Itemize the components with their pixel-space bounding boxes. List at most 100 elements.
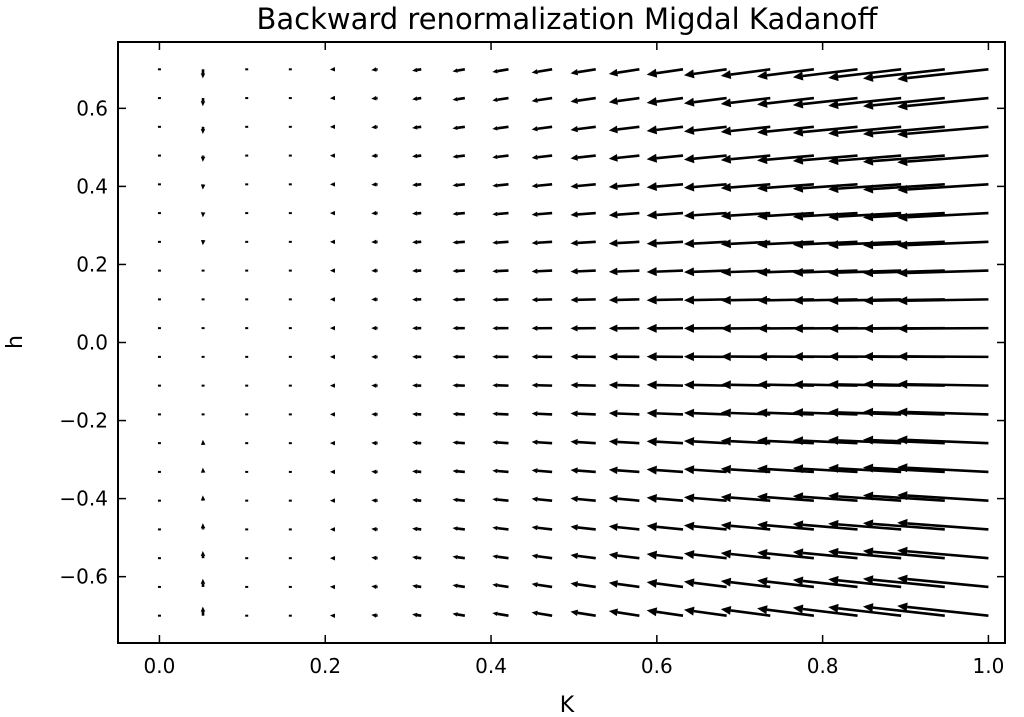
quiver-arrow	[531, 411, 553, 417]
x-axis-label: K	[560, 693, 575, 717]
quiver-arrow	[608, 381, 640, 389]
quiver-arrow	[792, 96, 858, 109]
quiver-arrow	[608, 154, 640, 162]
quiver-arrow	[646, 238, 684, 248]
quiver-arrow	[570, 410, 596, 417]
quiver-arrow	[371, 412, 378, 417]
quiver-arrow	[531, 553, 553, 560]
quiver-arrow	[570, 467, 596, 474]
quiver-arrow	[792, 576, 858, 589]
quiver-arrow	[897, 351, 989, 361]
quiver-arrow	[329, 297, 335, 302]
quiver-arrow	[412, 411, 422, 417]
quiver-arrow	[412, 297, 422, 302]
quiver-arrow	[757, 492, 814, 502]
quiver-arrow	[492, 240, 509, 245]
quiver-arrow	[897, 154, 989, 167]
quiver-arrow	[608, 494, 640, 503]
quiver-arrow	[371, 383, 378, 388]
quiver-arrow	[200, 606, 206, 616]
quiver-arrow	[570, 268, 596, 275]
quiver-arrow	[608, 210, 640, 219]
quiver-arrow	[828, 154, 902, 166]
quiver-arrow	[531, 297, 553, 303]
quiver-arrow	[412, 211, 422, 216]
quiver-arrow	[371, 268, 378, 273]
x-tick-label: 0.2	[309, 654, 341, 678]
quiver-arrow	[452, 469, 465, 474]
quiver-arrow	[329, 613, 335, 618]
quiver-arrow	[720, 154, 771, 164]
quiver-arrow	[570, 296, 596, 304]
quiver-arrow	[608, 580, 640, 589]
quiver-arrow	[608, 466, 640, 475]
quiver-arrow	[531, 496, 553, 502]
quiver-arrow	[412, 584, 422, 589]
quiver-arrow	[200, 155, 206, 162]
quiver-arrow	[757, 605, 815, 617]
quiver-arrow	[371, 239, 378, 245]
quiver-arrow	[531, 211, 553, 217]
quiver-arrow	[897, 68, 989, 83]
quiver-arrow	[412, 325, 422, 331]
quiver-arrow	[897, 379, 989, 389]
quiver-arrow	[412, 555, 422, 560]
quiver-arrow	[683, 380, 727, 390]
quiver-arrow	[570, 325, 596, 332]
quiver-arrow	[757, 96, 815, 108]
quiver-arrow	[720, 549, 771, 560]
quiver-arrow	[828, 575, 902, 589]
quiver-arrow	[452, 182, 465, 188]
quiver-arrow	[200, 240, 206, 246]
quiver-arrow	[570, 495, 596, 503]
quiver-arrow	[492, 383, 509, 388]
quiver-arrow	[683, 606, 727, 617]
quiver-arrow	[720, 605, 771, 617]
quiver-arrow	[371, 210, 378, 216]
x-tick-label: 0.0	[144, 654, 176, 678]
quiver-arrow	[570, 381, 596, 389]
quiver-arrow	[531, 582, 553, 589]
quiver-arrow	[492, 611, 509, 617]
quiver-arrow	[720, 521, 771, 531]
quiver-arrow	[862, 491, 945, 502]
quiver-arrow	[329, 354, 335, 360]
quiver-arrow	[452, 554, 466, 560]
quiver-arrow	[683, 267, 727, 277]
quiver-arrow	[371, 153, 378, 158]
quiver-arrow	[452, 125, 466, 131]
quiver-arrow	[828, 68, 902, 82]
quiver-arrow	[608, 96, 640, 105]
quiver-arrow	[608, 182, 640, 191]
quiver-arrow	[570, 96, 596, 104]
quiver-arrow	[683, 465, 727, 475]
quiver-arrow	[646, 522, 684, 532]
quiver-arrow	[492, 468, 509, 474]
quiver-arrow	[531, 240, 553, 246]
quiver-arrow	[862, 519, 945, 531]
quiver-arrow	[371, 354, 378, 360]
quiver-arrow	[412, 612, 422, 618]
quiver-arrow	[897, 518, 989, 531]
quiver-arrow	[371, 440, 378, 446]
quiver-arrow	[531, 468, 553, 474]
quiver-arrow	[412, 67, 422, 73]
quiver-arrow	[452, 211, 465, 216]
quiver-arrow	[200, 550, 206, 559]
quiver-arrow	[200, 467, 206, 473]
quiver-arrow	[608, 523, 640, 531]
quiver-arrow	[531, 268, 553, 274]
quiver-arrow	[329, 124, 335, 130]
quiver-arrow	[371, 613, 378, 618]
quiver-arrow	[792, 211, 858, 221]
quiver-arrow	[608, 352, 640, 361]
quiver-arrow	[683, 323, 727, 333]
quiver-arrow	[570, 68, 596, 76]
quiver-arrow	[329, 268, 335, 273]
quiver-arrow	[608, 267, 640, 276]
quiver-arrow	[371, 527, 378, 532]
quiver-arrow	[412, 469, 422, 474]
quiver-arrow	[608, 608, 640, 617]
quiver-arrow	[862, 575, 945, 589]
